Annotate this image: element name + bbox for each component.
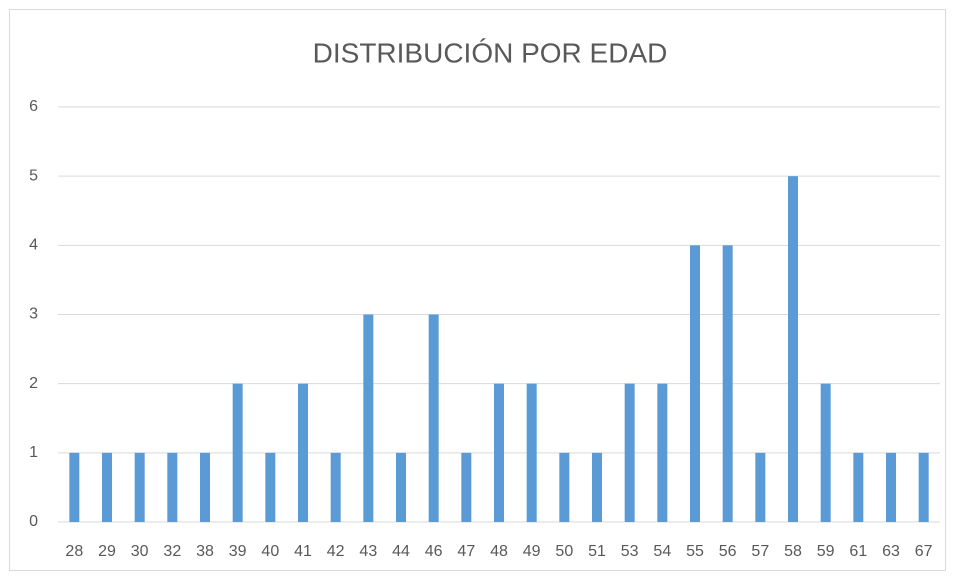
y-tick-label: 5 <box>29 167 38 184</box>
x-tick-label: 63 <box>882 543 900 560</box>
bar <box>396 452 406 522</box>
bar <box>330 452 341 522</box>
x-tick-label: 46 <box>425 543 443 560</box>
x-tick-label: 56 <box>719 543 737 560</box>
x-tick-label: 38 <box>196 543 214 560</box>
bar <box>722 245 733 523</box>
bar <box>232 383 243 522</box>
y-tick-label: 4 <box>29 237 38 254</box>
x-tick-label: 54 <box>653 543 671 560</box>
x-tick-label: 59 <box>817 543 835 560</box>
bar <box>200 452 210 522</box>
x-tick-label: 55 <box>686 543 704 560</box>
bar <box>918 452 929 522</box>
bar <box>298 383 308 522</box>
x-tick-label: 42 <box>327 543 345 560</box>
bar <box>657 383 668 522</box>
x-tick-label: 57 <box>751 543 769 560</box>
x-tick-label: 44 <box>392 543 410 560</box>
bar <box>788 176 798 522</box>
bar <box>853 452 864 522</box>
bar <box>526 383 537 522</box>
x-tick-label: 40 <box>261 543 279 560</box>
x-tick-label: 28 <box>65 543 83 560</box>
x-tick-label: 41 <box>294 543 312 560</box>
bar <box>265 452 276 522</box>
bar <box>886 452 896 522</box>
x-tick-label: 43 <box>359 543 377 560</box>
x-tick-label: 30 <box>131 543 149 560</box>
bar <box>820 383 831 522</box>
x-tick-label: 47 <box>457 543 475 560</box>
bar <box>134 452 145 522</box>
x-tick-label: 58 <box>784 543 802 560</box>
x-tick-label: 53 <box>621 543 639 560</box>
bar <box>461 452 472 522</box>
bar <box>690 245 700 523</box>
bar <box>494 383 504 522</box>
chart-title: DISTRIBUCIÓN POR EDAD <box>313 37 668 68</box>
bar <box>102 452 112 522</box>
x-tick-label: 48 <box>490 543 508 560</box>
bar <box>363 314 374 522</box>
y-tick-label: 6 <box>29 98 38 115</box>
bar <box>624 383 635 522</box>
bar <box>755 452 766 522</box>
y-tick-label: 1 <box>29 444 38 461</box>
x-tick-label: 49 <box>523 543 541 560</box>
x-tick-label: 61 <box>849 543 867 560</box>
x-tick-label: 67 <box>915 543 933 560</box>
x-tick-label: 32 <box>163 543 181 560</box>
x-tick-label: 29 <box>98 543 116 560</box>
x-tick-label: 51 <box>588 543 606 560</box>
bar <box>167 452 178 522</box>
bar <box>559 452 570 522</box>
y-tick-label: 3 <box>29 306 38 323</box>
y-tick-label: 0 <box>29 513 38 530</box>
chart-frame <box>9 9 946 571</box>
x-tick-label: 50 <box>555 543 573 560</box>
bar <box>592 452 602 522</box>
y-tick-label: 2 <box>29 375 38 392</box>
bar <box>69 452 80 522</box>
bar <box>428 314 439 522</box>
x-tick-label: 39 <box>229 543 247 560</box>
